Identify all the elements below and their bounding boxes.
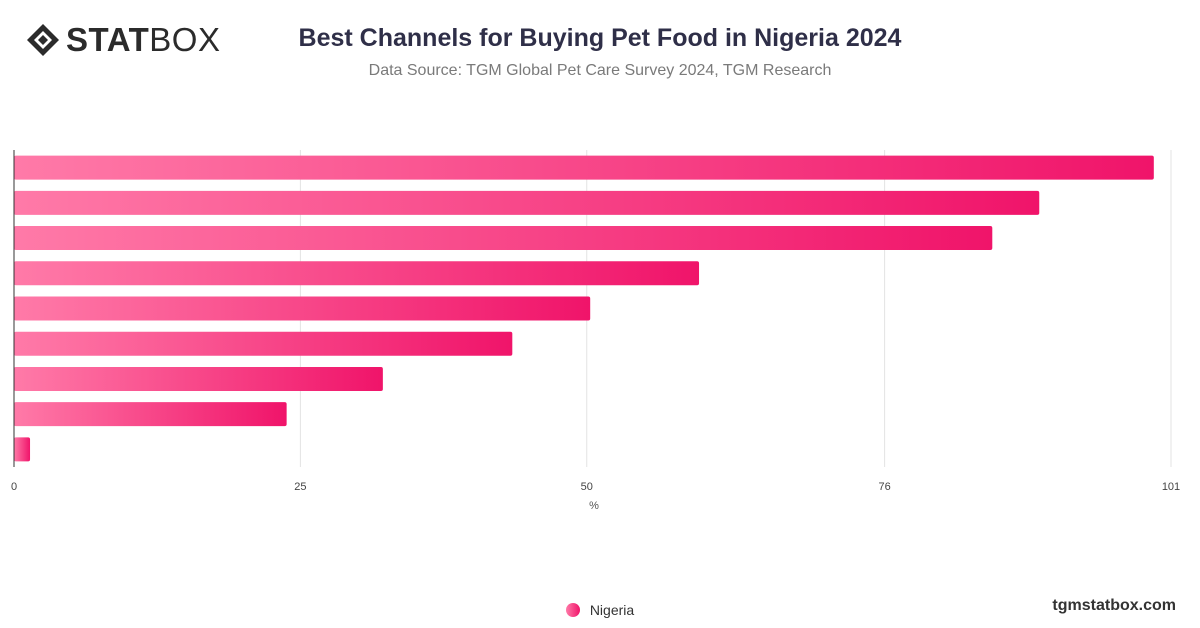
x-axis-label: % [589,500,599,512]
bars [14,155,1154,462]
bar[interactable] [14,366,383,391]
chart-subtitle: Data Source: TGM Global Pet Care Survey … [368,62,832,79]
legend-marker-icon [565,603,580,617]
bar[interactable] [14,331,513,356]
bar[interactable] [14,296,591,321]
x-tick-label: 0 [11,481,17,493]
legend[interactable]: Nigeria [0,602,1200,618]
logo-wordmark: STATBOX [66,22,220,58]
logo-bold-text: STAT [66,21,150,58]
legend-label: Nigeria [589,602,635,618]
bar[interactable] [14,402,287,427]
bar[interactable] [14,155,1154,180]
logo-light-text: BOX [149,21,221,58]
diamond-logo-icon [27,24,59,56]
bar[interactable] [14,226,993,251]
x-tick-label: 101 [1162,481,1180,493]
x-tick-labels: 0 25 50 76 101 [11,481,1180,493]
bar[interactable] [14,190,1040,215]
x-tick-label: 25 [294,481,306,493]
statbox-logo: STATBOX [26,22,220,58]
bar[interactable] [14,437,31,462]
chart-title: Best Channels for Buying Pet Food in Nig… [298,24,902,52]
x-tick-label: 76 [878,481,890,493]
footer-site: tgmstatbox.com [1052,597,1176,614]
bar[interactable] [14,261,700,286]
x-tick-label: 50 [581,481,593,493]
